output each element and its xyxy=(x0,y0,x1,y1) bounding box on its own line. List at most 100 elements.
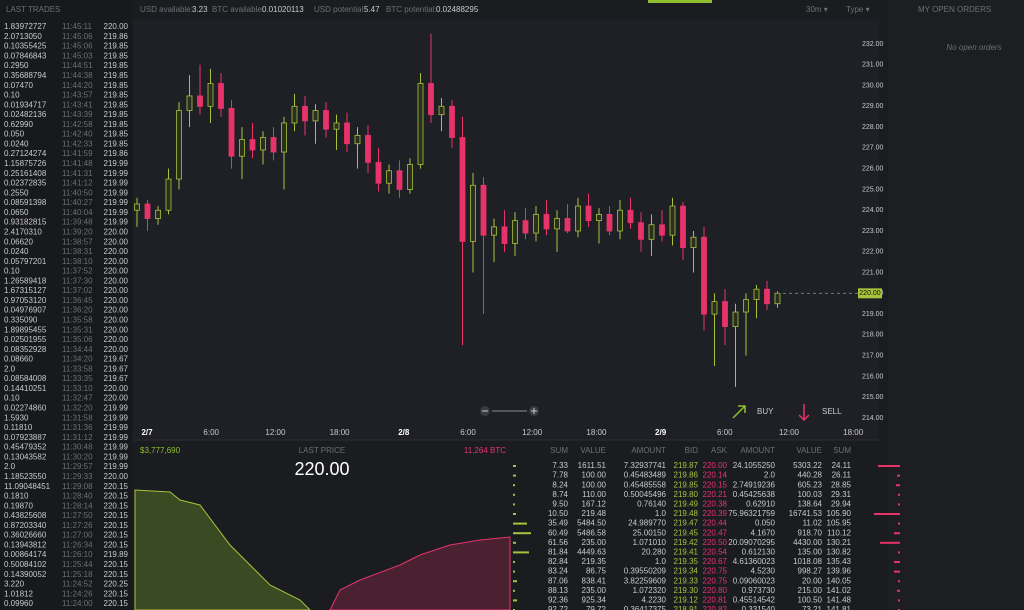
book-cell: 219.33 xyxy=(674,576,699,585)
book-cell: 4.2230 xyxy=(642,596,667,605)
book-cell: 73.21 xyxy=(802,605,823,610)
candle-body xyxy=(176,110,182,180)
candle-body xyxy=(239,139,245,157)
trade-amount: 0.14410251 xyxy=(4,384,47,393)
trade-time: 11:27:50 xyxy=(62,511,93,520)
book-cell: 8.24 xyxy=(552,480,568,489)
label: BTC potential: xyxy=(386,5,437,14)
trade-price: 219.99 xyxy=(104,208,129,217)
y-tick-label: 215.00 xyxy=(862,394,884,401)
trade-amount: 0.13043582 xyxy=(4,452,47,461)
trade-amount: 0.08352928 xyxy=(4,345,47,354)
y-tick-label: 230.00 xyxy=(862,82,884,89)
panel-title: MY OPEN ORDERS xyxy=(918,5,991,14)
book-cell: 220.47 xyxy=(703,528,728,537)
candle-body xyxy=(144,203,151,219)
y-tick-label: 229.00 xyxy=(862,103,884,110)
trade-time: 11:43:41 xyxy=(62,100,93,109)
ask-bar xyxy=(880,541,900,544)
bid-bar xyxy=(513,484,515,487)
book-cell: 220.50 xyxy=(703,538,728,547)
x-tick-label: 2/7 xyxy=(141,428,153,437)
trade-amount: 0.08660 xyxy=(4,355,33,364)
y-tick-label: 225.00 xyxy=(862,186,884,193)
candle-body xyxy=(659,224,665,236)
trade-time: 11:40:27 xyxy=(62,198,93,207)
type-select[interactable]: Type ▾ xyxy=(846,5,870,14)
y-tick-label: 228.00 xyxy=(862,124,884,131)
x-tick-label: 18:00 xyxy=(843,428,864,437)
sell-button[interactable]: SELL xyxy=(822,407,842,416)
candle-body xyxy=(270,137,277,153)
interval-select[interactable]: 30m ▾ xyxy=(806,5,828,14)
label: USD potential: xyxy=(314,5,366,14)
y-tick-label: 222.00 xyxy=(862,249,884,256)
candle-body xyxy=(638,222,644,240)
book-cell: 219.48 xyxy=(674,509,699,518)
trade-time: 11:27:00 xyxy=(62,531,93,540)
buy-button[interactable]: BUY xyxy=(757,407,774,416)
y-tick-label: 226.00 xyxy=(862,166,884,173)
trade-time: 11:26:34 xyxy=(62,540,93,549)
bid-bar xyxy=(513,493,515,496)
trade-time: 11:42:33 xyxy=(62,139,93,148)
book-cell: 25.00150 xyxy=(633,528,667,537)
bid-bar xyxy=(513,580,517,583)
book-cell: 7.32937741 xyxy=(624,461,667,470)
candle-body xyxy=(407,164,413,190)
trade-amount: 2.4170310 xyxy=(4,227,42,236)
trade-price: 219.85 xyxy=(104,91,129,100)
y-tick-label: 224.00 xyxy=(862,207,884,214)
book-cell: 8.74 xyxy=(552,490,568,499)
trade-time: 11:29:33 xyxy=(62,472,93,481)
trade-time: 11:24:00 xyxy=(62,599,93,608)
trade-price: 219.85 xyxy=(104,110,129,119)
trade-amount: 1.01812 xyxy=(4,589,33,598)
ask-bar xyxy=(894,532,900,535)
trade-time: 11:37:52 xyxy=(62,267,93,276)
trade-time: 11:36:20 xyxy=(62,306,93,315)
trade-amount: 0.10 xyxy=(4,267,20,276)
trade-price: 219.99 xyxy=(104,423,129,432)
trade-time: 11:42:40 xyxy=(62,130,93,139)
book-cell: 235.00 xyxy=(582,538,607,547)
zoom-control[interactable] xyxy=(480,406,539,416)
trade-time: 11:33:58 xyxy=(62,364,93,373)
trade-time: 11:40:50 xyxy=(62,188,93,197)
trade-price: 220.15 xyxy=(104,482,129,491)
trade-price: 220.00 xyxy=(104,296,129,305)
trade-price: 220.15 xyxy=(104,560,129,569)
trade-price: 219.86 xyxy=(104,32,129,41)
trade-amount: 0.08584008 xyxy=(4,374,47,383)
book-cell: 3.82259609 xyxy=(624,576,667,585)
trade-amount: 0.14390052 xyxy=(4,570,47,579)
trade-time: 11:38:57 xyxy=(62,237,93,246)
trade-price: 220.00 xyxy=(104,227,129,236)
candle-body xyxy=(753,288,760,300)
book-cell: 0.45483489 xyxy=(624,471,667,480)
book-header: VALUE xyxy=(796,446,822,455)
book-cell: 130.82 xyxy=(827,548,852,557)
book-cell: 2.0 xyxy=(764,471,776,480)
trade-time: 11:29:08 xyxy=(62,482,93,491)
candle-body xyxy=(512,220,518,244)
trade-time: 11:28:40 xyxy=(62,492,93,501)
book-cell: 0.50045496 xyxy=(624,490,667,499)
x-tick-label: 12:00 xyxy=(522,428,543,437)
trade-price: 219.99 xyxy=(104,462,129,471)
candle-body xyxy=(491,226,497,236)
candle-body xyxy=(501,226,508,244)
candle-body xyxy=(134,203,140,211)
bid-bar xyxy=(513,522,527,525)
candle-body xyxy=(428,83,434,116)
book-cell: 24.989770 xyxy=(628,519,666,528)
trade-price: 219.99 xyxy=(104,452,129,461)
current-price-tag xyxy=(858,288,882,299)
book-cell: 92.72 xyxy=(548,605,569,610)
trade-time: 11:31:12 xyxy=(62,433,93,442)
book-cell: 83.24 xyxy=(548,567,569,576)
trade-amount: 0.10 xyxy=(4,91,20,100)
trade-amount: 0.05797201 xyxy=(4,257,47,266)
book-cell: 220.38 xyxy=(703,500,728,509)
book-cell: 219.49 xyxy=(674,500,699,509)
